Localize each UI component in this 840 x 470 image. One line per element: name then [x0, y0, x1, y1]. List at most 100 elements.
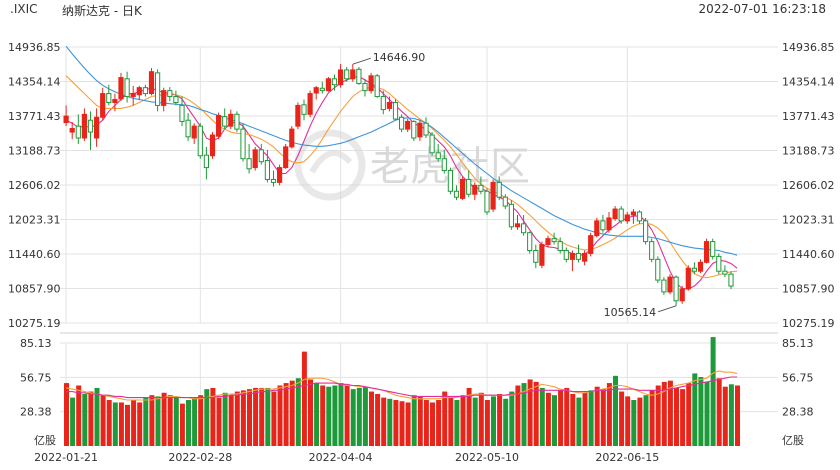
volume-tick-left: 28.38 — [20, 406, 52, 419]
candlestick — [630, 209, 636, 224]
candlestick — [228, 109, 234, 130]
candlestick — [380, 90, 386, 115]
volume-bar — [70, 397, 76, 446]
volume-bar — [582, 392, 588, 446]
volume-bar — [100, 395, 106, 446]
candlestick — [112, 93, 118, 112]
price-tick-left: 13771.43 — [8, 110, 61, 123]
volume-bar — [527, 379, 533, 446]
ma-line-ma10 — [65, 75, 738, 279]
volume-bar — [338, 383, 344, 446]
candlestick — [75, 114, 81, 144]
volume-bars — [64, 337, 740, 446]
price-tick-left: 14936.85 — [8, 41, 61, 54]
price-tick-left: 13188.73 — [8, 144, 61, 157]
candlestick — [582, 250, 588, 266]
candlestick — [87, 111, 94, 150]
ma-line-vma10 — [66, 376, 738, 399]
volume-bar — [143, 397, 149, 446]
volume-bar — [393, 400, 399, 446]
candlestick — [94, 108, 100, 147]
axis-labels: 14936.85 14936.85 14354.14 14354.14 13771.43… — [8, 41, 835, 464]
candlestick — [289, 126, 295, 149]
price-tick-right: 10857.90 — [782, 282, 835, 295]
candlestick — [643, 217, 649, 245]
candlestick — [167, 87, 173, 102]
volume-bar — [515, 385, 521, 446]
candlestick — [649, 238, 655, 263]
volume-bar — [161, 392, 167, 446]
volume-tick-right: 56.75 — [782, 371, 814, 384]
volume-bar — [686, 383, 692, 446]
price-tick-right: 14936.85 — [782, 41, 835, 54]
candlestick — [484, 188, 490, 215]
candlestick — [618, 206, 624, 224]
volume-bar — [521, 383, 527, 446]
price-annotations: 14646.90 10565.14 — [352, 51, 677, 319]
volume-bar — [369, 391, 374, 446]
volume-bar — [667, 380, 673, 446]
candlestick — [557, 237, 563, 254]
volume-bar — [106, 400, 112, 446]
candlestick — [130, 85, 136, 106]
volume-bar — [637, 397, 643, 446]
candlestick — [319, 81, 325, 94]
moving-average-lines — [65, 45, 738, 401]
volume-bar — [350, 389, 356, 446]
volume-bar — [631, 400, 637, 446]
volume-bar — [387, 398, 393, 446]
candlestick — [704, 238, 710, 264]
candlestick — [270, 170, 277, 187]
candlestick — [173, 90, 179, 106]
volume-bar — [704, 381, 710, 446]
volume-bar — [692, 373, 698, 446]
volume-tick-right: 85.13 — [782, 337, 814, 350]
date-tick: 2022-04-04 — [309, 451, 373, 464]
volume-bar — [295, 378, 301, 446]
candlestick — [344, 66, 350, 82]
candlestick — [521, 214, 527, 236]
volume-bar — [552, 395, 557, 446]
volume-bar — [448, 397, 454, 446]
candlestick — [508, 200, 514, 230]
candlestick — [594, 217, 600, 238]
volume-bar — [564, 387, 570, 446]
volume-bar — [167, 395, 173, 446]
candlestick — [502, 194, 508, 210]
candlestick — [368, 72, 374, 94]
volume-bar — [173, 397, 179, 446]
volume-bar — [228, 395, 234, 446]
volume-bar — [655, 385, 661, 446]
candlestick — [685, 265, 691, 291]
volume-tick-right: 28.38 — [782, 406, 814, 419]
volume-bar — [442, 391, 448, 446]
candlestick — [575, 244, 582, 263]
candlestick — [435, 143, 441, 162]
candlestick — [563, 247, 569, 263]
volume-bar — [259, 387, 265, 446]
volume-bar — [454, 400, 460, 446]
candlestick — [466, 170, 472, 198]
candlestick — [460, 176, 466, 201]
volume-bar — [735, 385, 740, 446]
candlestick — [697, 259, 704, 273]
volume-unit-left: 亿股 — [34, 434, 56, 447]
candlestick — [417, 120, 423, 141]
volume-bar — [570, 393, 576, 446]
price-tick-right: 12023.31 — [782, 214, 835, 227]
volume-bar — [430, 402, 435, 446]
volume-bar — [545, 392, 551, 446]
volume-bar — [186, 400, 191, 446]
volume-bar — [497, 393, 503, 446]
date-tick: 2022-01-21 — [34, 451, 98, 464]
volume-bar — [460, 395, 466, 446]
date-tick: 2022-06-15 — [595, 451, 659, 464]
volume-bar — [301, 351, 307, 446]
volume-bar — [289, 380, 295, 446]
candlestick — [234, 111, 240, 133]
volume-bar — [484, 400, 490, 446]
volume-bar — [722, 386, 728, 446]
annotation-leader — [657, 305, 677, 313]
volume-bar — [625, 396, 631, 446]
volume-bar — [320, 385, 326, 446]
